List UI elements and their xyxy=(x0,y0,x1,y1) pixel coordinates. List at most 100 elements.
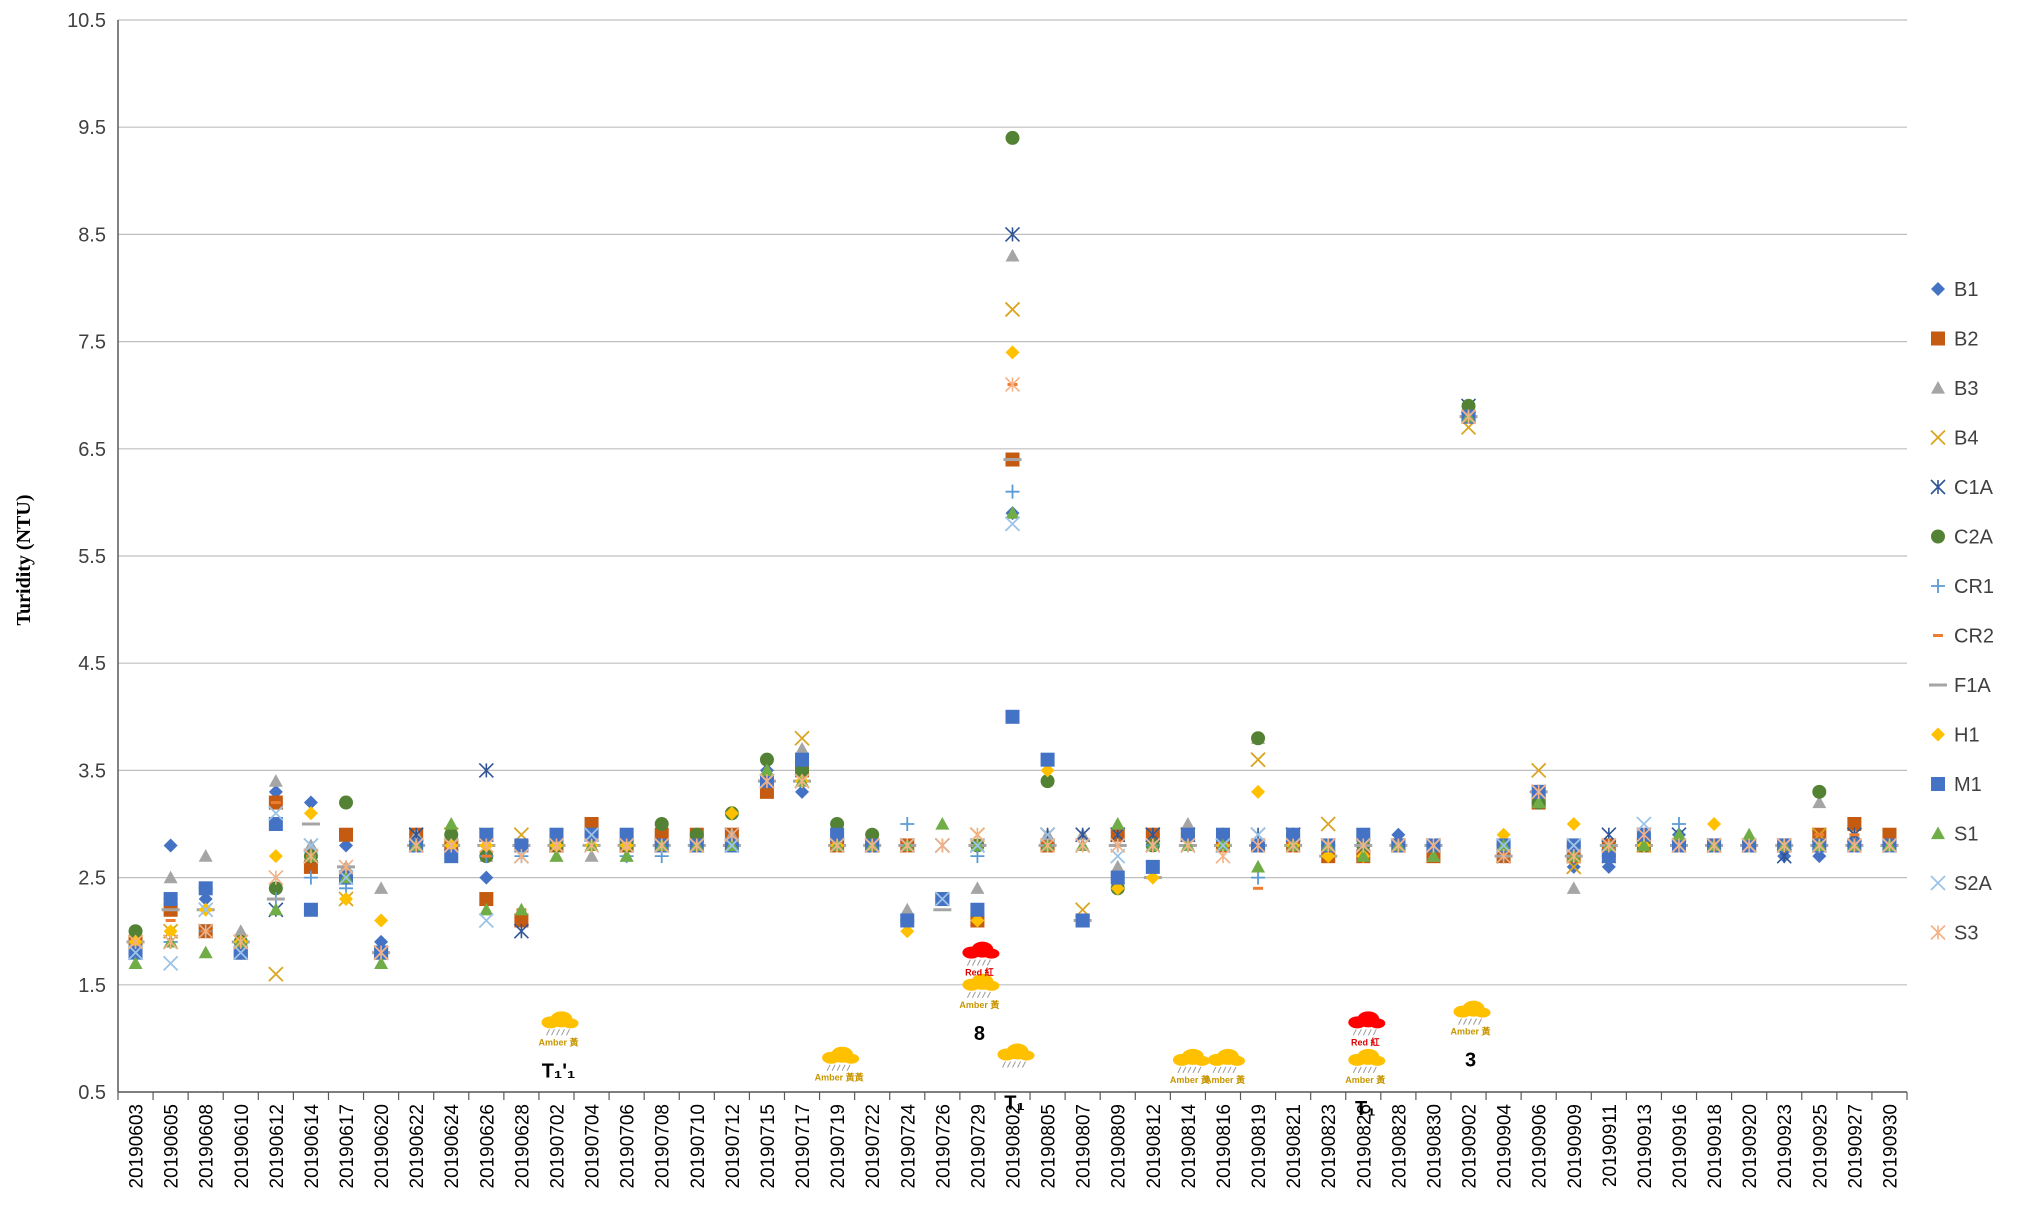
data-point xyxy=(969,837,986,854)
data-point xyxy=(1215,848,1231,864)
data-point xyxy=(584,817,599,831)
data-point xyxy=(1356,849,1371,862)
data-point xyxy=(830,817,845,831)
data-point xyxy=(970,849,985,864)
data-point xyxy=(1215,837,1231,854)
data-point xyxy=(303,806,318,821)
warning-label: Amber 黃 xyxy=(959,999,999,1010)
data-point xyxy=(443,837,459,854)
y-tick-label: 9.5 xyxy=(78,117,106,139)
data-point xyxy=(1321,849,1336,864)
legend-label: CR2 xyxy=(1954,626,1994,648)
data-point xyxy=(1250,837,1266,854)
data-point xyxy=(1004,301,1021,318)
data-point xyxy=(1706,837,1722,854)
x-tick-label: 20190628 xyxy=(512,1104,533,1189)
x-tick-label: 20190930 xyxy=(1880,1104,1901,1189)
data-point xyxy=(724,827,740,843)
y-tick-label: 4.5 xyxy=(78,653,106,675)
data-point xyxy=(1145,859,1160,874)
legend-label: M1 xyxy=(1954,774,1982,796)
data-point xyxy=(339,827,354,842)
data-point xyxy=(1531,762,1547,779)
data-point xyxy=(374,934,389,949)
warning-label: Amber 黃 xyxy=(1345,1074,1385,1085)
data-point xyxy=(1531,795,1546,809)
data-point xyxy=(233,945,249,961)
data-point xyxy=(374,956,389,969)
data-point xyxy=(198,945,213,959)
x-tick-label: 20190819 xyxy=(1249,1104,1270,1189)
x-tick-label: 20190814 xyxy=(1179,1104,1200,1189)
data-point xyxy=(444,817,459,830)
series-C1A xyxy=(127,226,1898,961)
data-point xyxy=(970,902,985,917)
data-point xyxy=(1882,827,1897,842)
legend-marker xyxy=(1930,429,1946,446)
x-tick-label: 20190927 xyxy=(1845,1104,1866,1189)
series-H1 xyxy=(128,345,1897,949)
data-point xyxy=(127,934,144,950)
data-point xyxy=(1812,784,1827,799)
data-point xyxy=(1251,859,1266,873)
data-point xyxy=(900,924,915,939)
data-point xyxy=(1004,516,1021,532)
data-point xyxy=(1636,816,1652,832)
data-point xyxy=(1004,376,1021,393)
x-tick-label: 20190715 xyxy=(758,1104,779,1189)
data-point xyxy=(1075,913,1090,928)
data-point xyxy=(654,817,669,831)
data-point xyxy=(1004,226,1021,242)
data-point xyxy=(1636,838,1651,852)
data-point xyxy=(1250,752,1266,768)
legend-item: CR2 xyxy=(1933,626,1994,648)
data-point xyxy=(163,934,179,950)
data-point xyxy=(1005,130,1020,145)
signal-symbol: T₁ xyxy=(1004,1092,1025,1114)
signal-symbol: 3 xyxy=(1465,1050,1476,1072)
data-point xyxy=(266,897,285,901)
data-point xyxy=(301,822,320,826)
data-point xyxy=(268,784,283,799)
data-point xyxy=(1425,837,1442,854)
data-point xyxy=(900,913,915,928)
x-tick-label: 20190823 xyxy=(1319,1104,1340,1189)
legend-marker xyxy=(1930,924,1946,941)
data-point xyxy=(268,849,283,864)
series-S3 xyxy=(127,376,1898,961)
data-point xyxy=(233,934,249,950)
legend-item: S3 xyxy=(1930,923,1978,945)
x-tick-label: 20190826 xyxy=(1354,1104,1375,1189)
data-point xyxy=(1003,458,1022,462)
legend-marker xyxy=(1929,683,1947,687)
y-tick-label: 7.5 xyxy=(78,332,106,354)
legend-marker xyxy=(1933,634,1943,637)
data-point xyxy=(1251,784,1266,799)
x-tick-label: 20190816 xyxy=(1214,1104,1235,1189)
data-point xyxy=(514,913,529,928)
data-points xyxy=(126,130,1899,982)
data-point xyxy=(1320,837,1336,854)
data-point xyxy=(268,902,283,916)
data-point xyxy=(444,849,459,864)
data-point xyxy=(1812,795,1827,809)
data-point xyxy=(583,837,600,854)
rain-cloud-icon xyxy=(541,1011,579,1036)
data-point xyxy=(444,827,459,842)
x-tick-label: 20190830 xyxy=(1424,1104,1445,1189)
data-point xyxy=(268,774,283,787)
x-tick-label: 20190918 xyxy=(1705,1104,1726,1189)
data-point xyxy=(1039,827,1056,843)
data-point xyxy=(935,817,950,830)
data-point xyxy=(1496,827,1511,842)
x-tick-label: 20190724 xyxy=(898,1104,919,1189)
data-point xyxy=(1005,709,1020,724)
data-point xyxy=(268,966,284,982)
data-point xyxy=(339,838,354,853)
x-tick-label: 20190614 xyxy=(302,1104,323,1189)
data-point xyxy=(163,924,178,939)
legend-item: CR1 xyxy=(1931,576,1994,598)
rain-cloud-icon xyxy=(1207,1048,1245,1074)
data-point xyxy=(759,752,774,767)
legend-label: CR1 xyxy=(1954,576,1994,598)
